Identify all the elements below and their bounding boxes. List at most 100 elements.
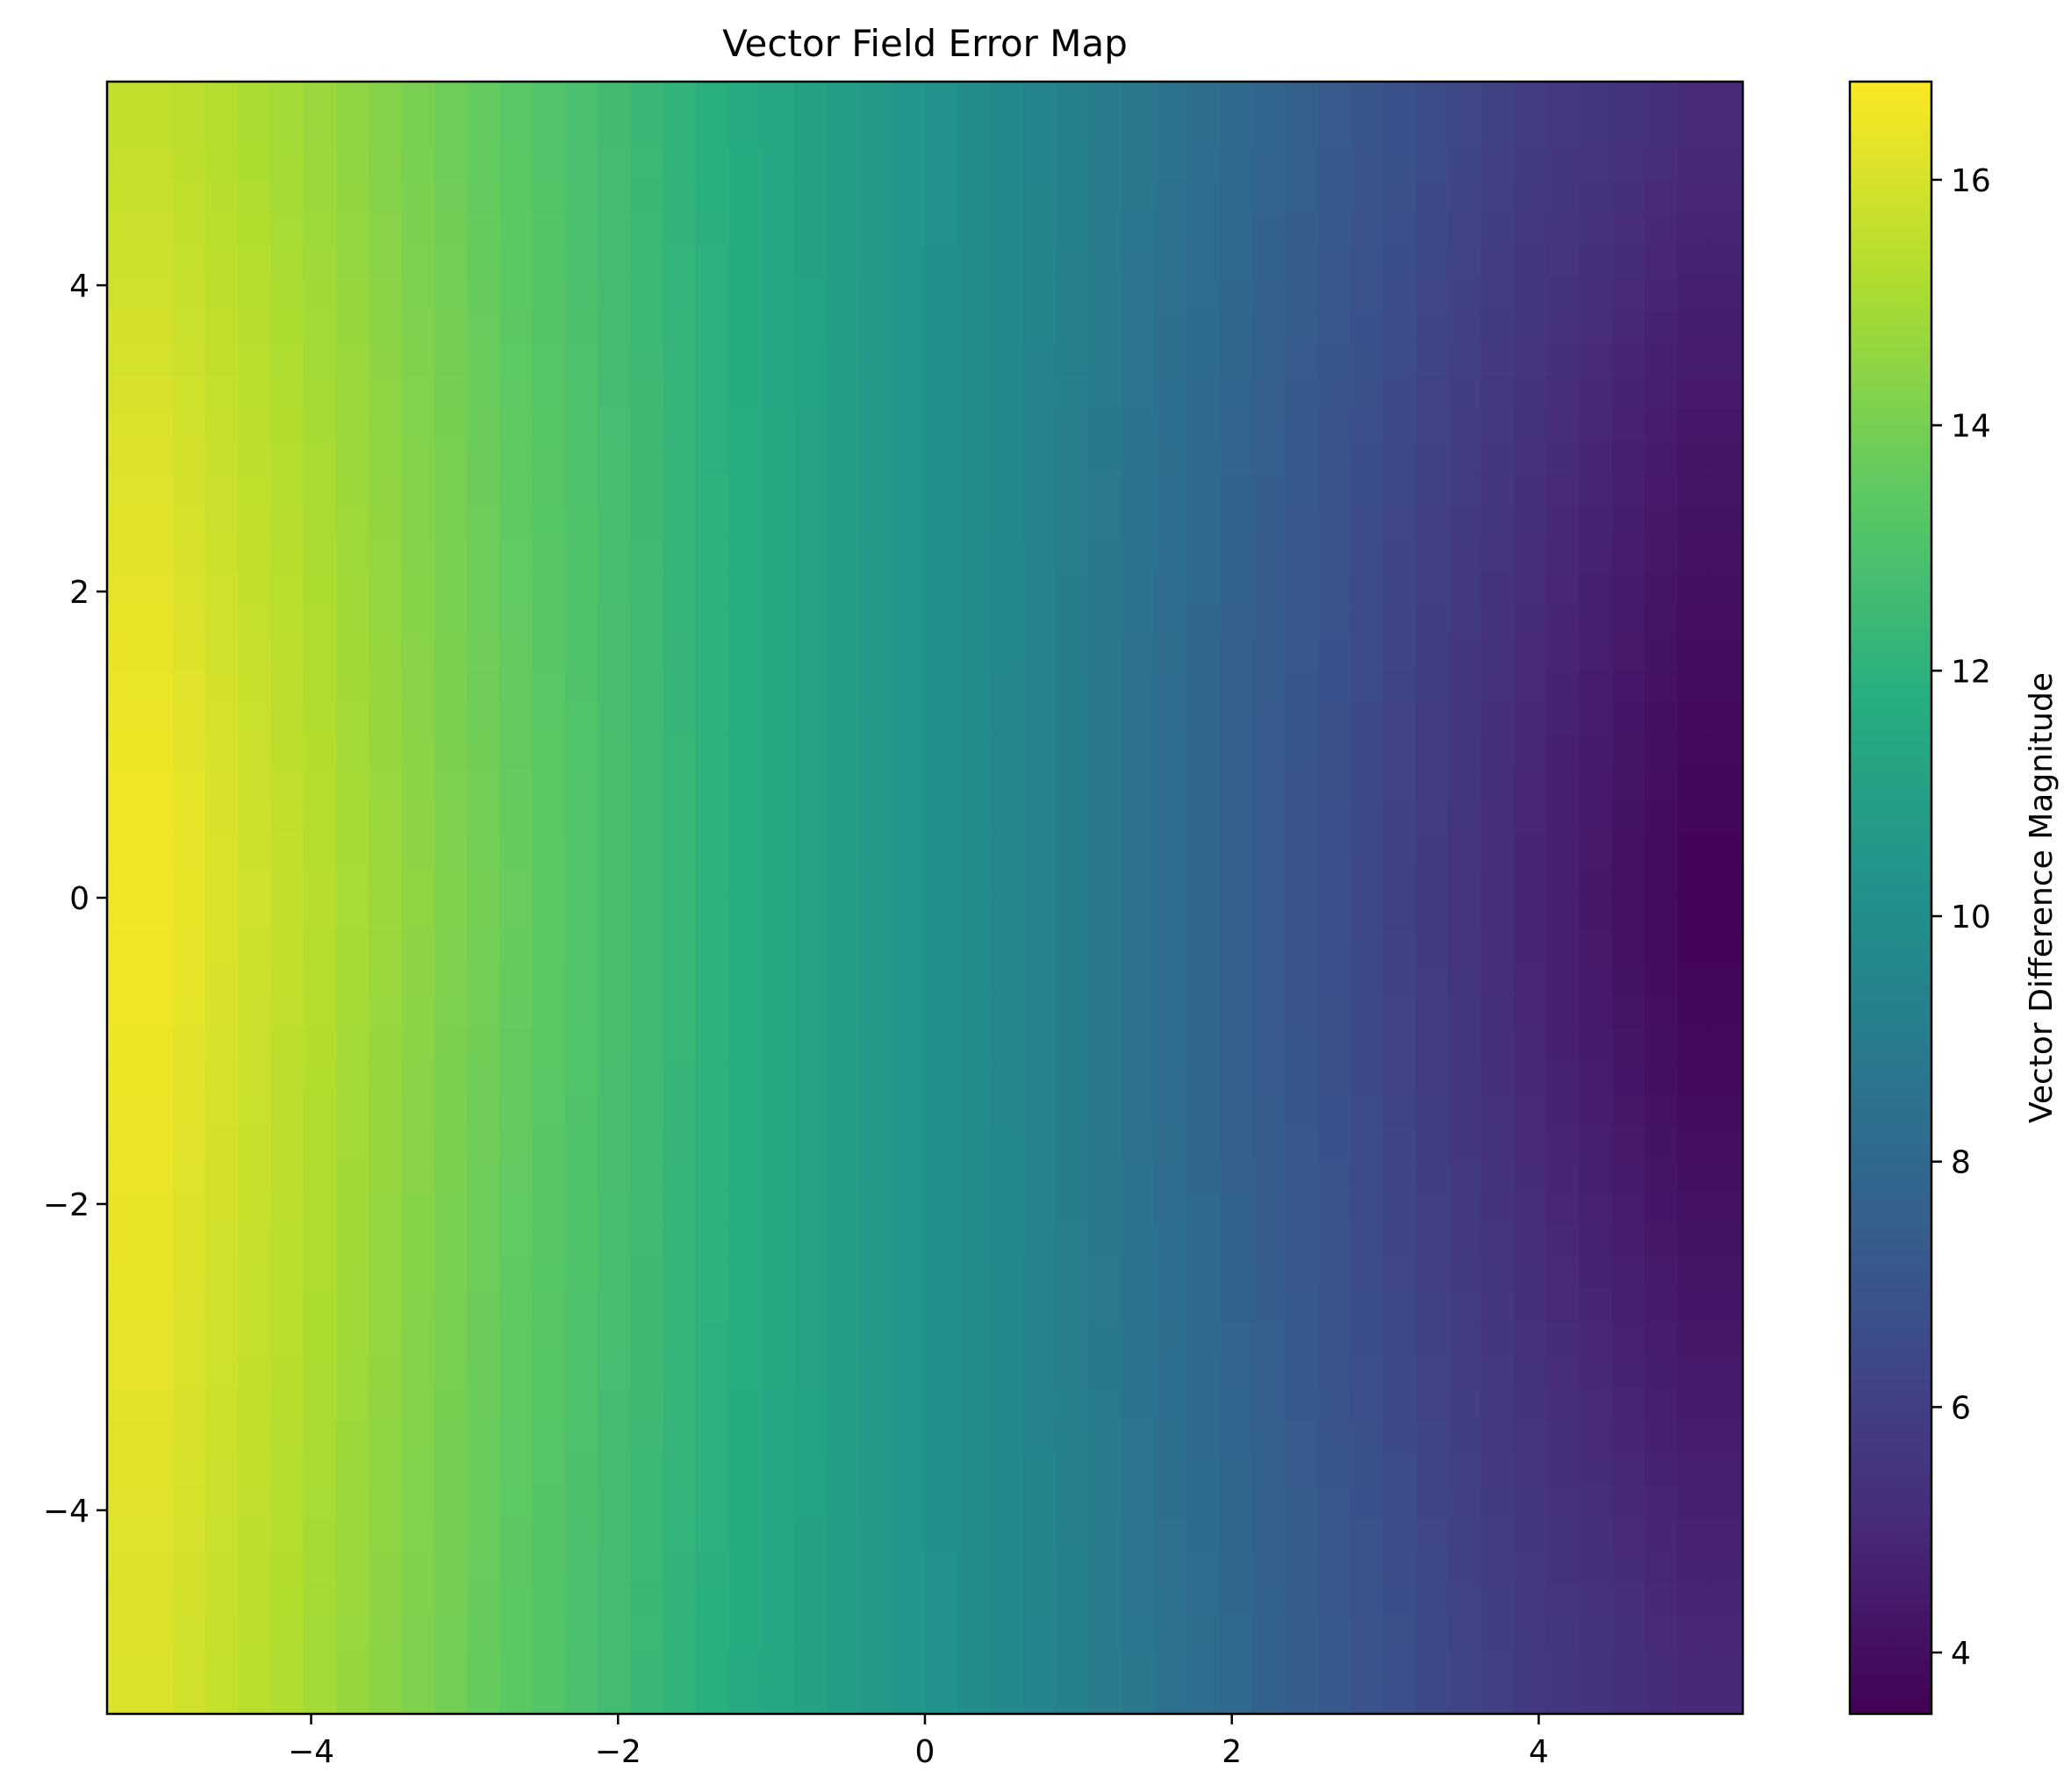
heatmap-cell [925,1028,958,1062]
heatmap-cell [140,1191,174,1225]
heatmap-cell [1480,1354,1515,1388]
heatmap-cell [1022,864,1057,899]
y-tick-label: −2 [43,1187,90,1223]
heatmap-cell [303,342,337,376]
heatmap-cell [1546,930,1580,964]
heatmap-cell [1022,1093,1057,1127]
heatmap-cell [1514,1452,1547,1487]
heatmap-cell [1611,1452,1645,1487]
heatmap-cell [499,799,534,834]
heatmap-cell [827,114,861,147]
heatmap-cell [1709,1093,1743,1127]
heatmap-cell [1186,799,1221,834]
heatmap-cell [401,669,435,703]
heatmap-cell [1121,1322,1155,1356]
heatmap-cell [728,1616,763,1650]
heatmap-cell [1514,277,1547,311]
heatmap-cell [827,1616,861,1650]
heatmap-cell [1645,1583,1679,1616]
heatmap-cell [957,1061,992,1094]
heatmap-cell [793,604,828,637]
heatmap-cell [1350,1387,1384,1421]
heatmap-cell [1285,1387,1318,1421]
heatmap-cell [1251,408,1286,441]
heatmap-cell [630,1648,664,1682]
heatmap-cell [1022,245,1057,278]
heatmap-cell [1317,211,1351,246]
heatmap-cell [172,1551,206,1584]
heatmap-cell [1022,1616,1057,1650]
heatmap-cell [1186,1551,1221,1584]
heatmap-cell [532,342,566,376]
heatmap-cell [270,930,305,964]
heatmap-cell [1480,832,1515,866]
heatmap-cell [1285,441,1318,474]
heatmap-cell [1709,1257,1743,1290]
heatmap-cell [1022,1061,1057,1094]
heatmap-cell [204,767,239,800]
heatmap-cell [1317,669,1351,703]
heatmap-cell [270,277,305,311]
heatmap-cell [1709,179,1743,213]
heatmap-cell [1677,1224,1711,1258]
heatmap-cell [696,441,729,474]
heatmap-cell [1514,342,1547,376]
heatmap-cell [238,767,271,800]
heatmap-cell [335,1322,369,1356]
heatmap-cell [1088,441,1122,474]
heatmap-cell [1611,147,1645,181]
heatmap-cell [696,701,729,735]
heatmap-cell [1546,1257,1580,1290]
heatmap-cell [270,571,305,605]
heatmap-cell [696,1224,729,1258]
heatmap-cell [270,767,305,800]
heatmap-cell [1448,1289,1482,1323]
heatmap-cell [107,636,140,670]
heatmap-cell [630,1158,664,1193]
heatmap-cell [1415,179,1450,213]
heatmap-cell [793,82,828,115]
heatmap-cell [696,505,729,540]
heatmap-cell [172,473,206,507]
heatmap-cell [1088,1289,1122,1323]
heatmap-cell [1285,1028,1318,1062]
heatmap-cell [434,1420,468,1453]
heatmap-cell [630,1224,664,1258]
heatmap-cell [663,832,697,866]
heatmap-cell [598,179,632,213]
heatmap-cell [1219,1289,1253,1323]
heatmap-cell [990,571,1024,605]
heatmap-cell [1088,211,1122,246]
heatmap-cell [532,245,566,278]
heatmap-cell [1677,147,1711,181]
heatmap-cell [663,930,697,964]
heatmap-cell [1579,832,1613,866]
heatmap-cell [369,898,403,931]
heatmap-cell [1251,1551,1286,1584]
heatmap-cell [1579,1289,1613,1323]
heatmap-cell [1415,1028,1450,1062]
heatmap-cell [303,767,337,800]
heatmap-cell [598,114,632,147]
heatmap-cell [630,245,664,278]
heatmap-cell [270,1028,305,1062]
heatmap-cell [1350,898,1384,931]
heatmap-cell [1709,1354,1743,1388]
heatmap-cell [1153,1452,1187,1487]
heatmap-cell [925,1485,958,1519]
heatmap-cell [369,1093,403,1127]
heatmap-cell [1645,1354,1679,1388]
heatmap-cell [1317,1583,1351,1616]
heatmap-cell [238,147,271,181]
heatmap-cell [369,735,403,768]
heatmap-cell [335,1485,369,1519]
heatmap-cell [1350,1158,1384,1193]
heatmap-cell [957,1420,992,1453]
heatmap-cell [1317,1257,1351,1290]
heatmap-cell [1677,1681,1711,1714]
heatmap-cell [827,571,861,605]
heatmap-cell [1056,114,1089,147]
heatmap-cell [1448,1126,1482,1160]
heatmap-cell [1677,1452,1711,1487]
heatmap-cell [793,898,828,931]
